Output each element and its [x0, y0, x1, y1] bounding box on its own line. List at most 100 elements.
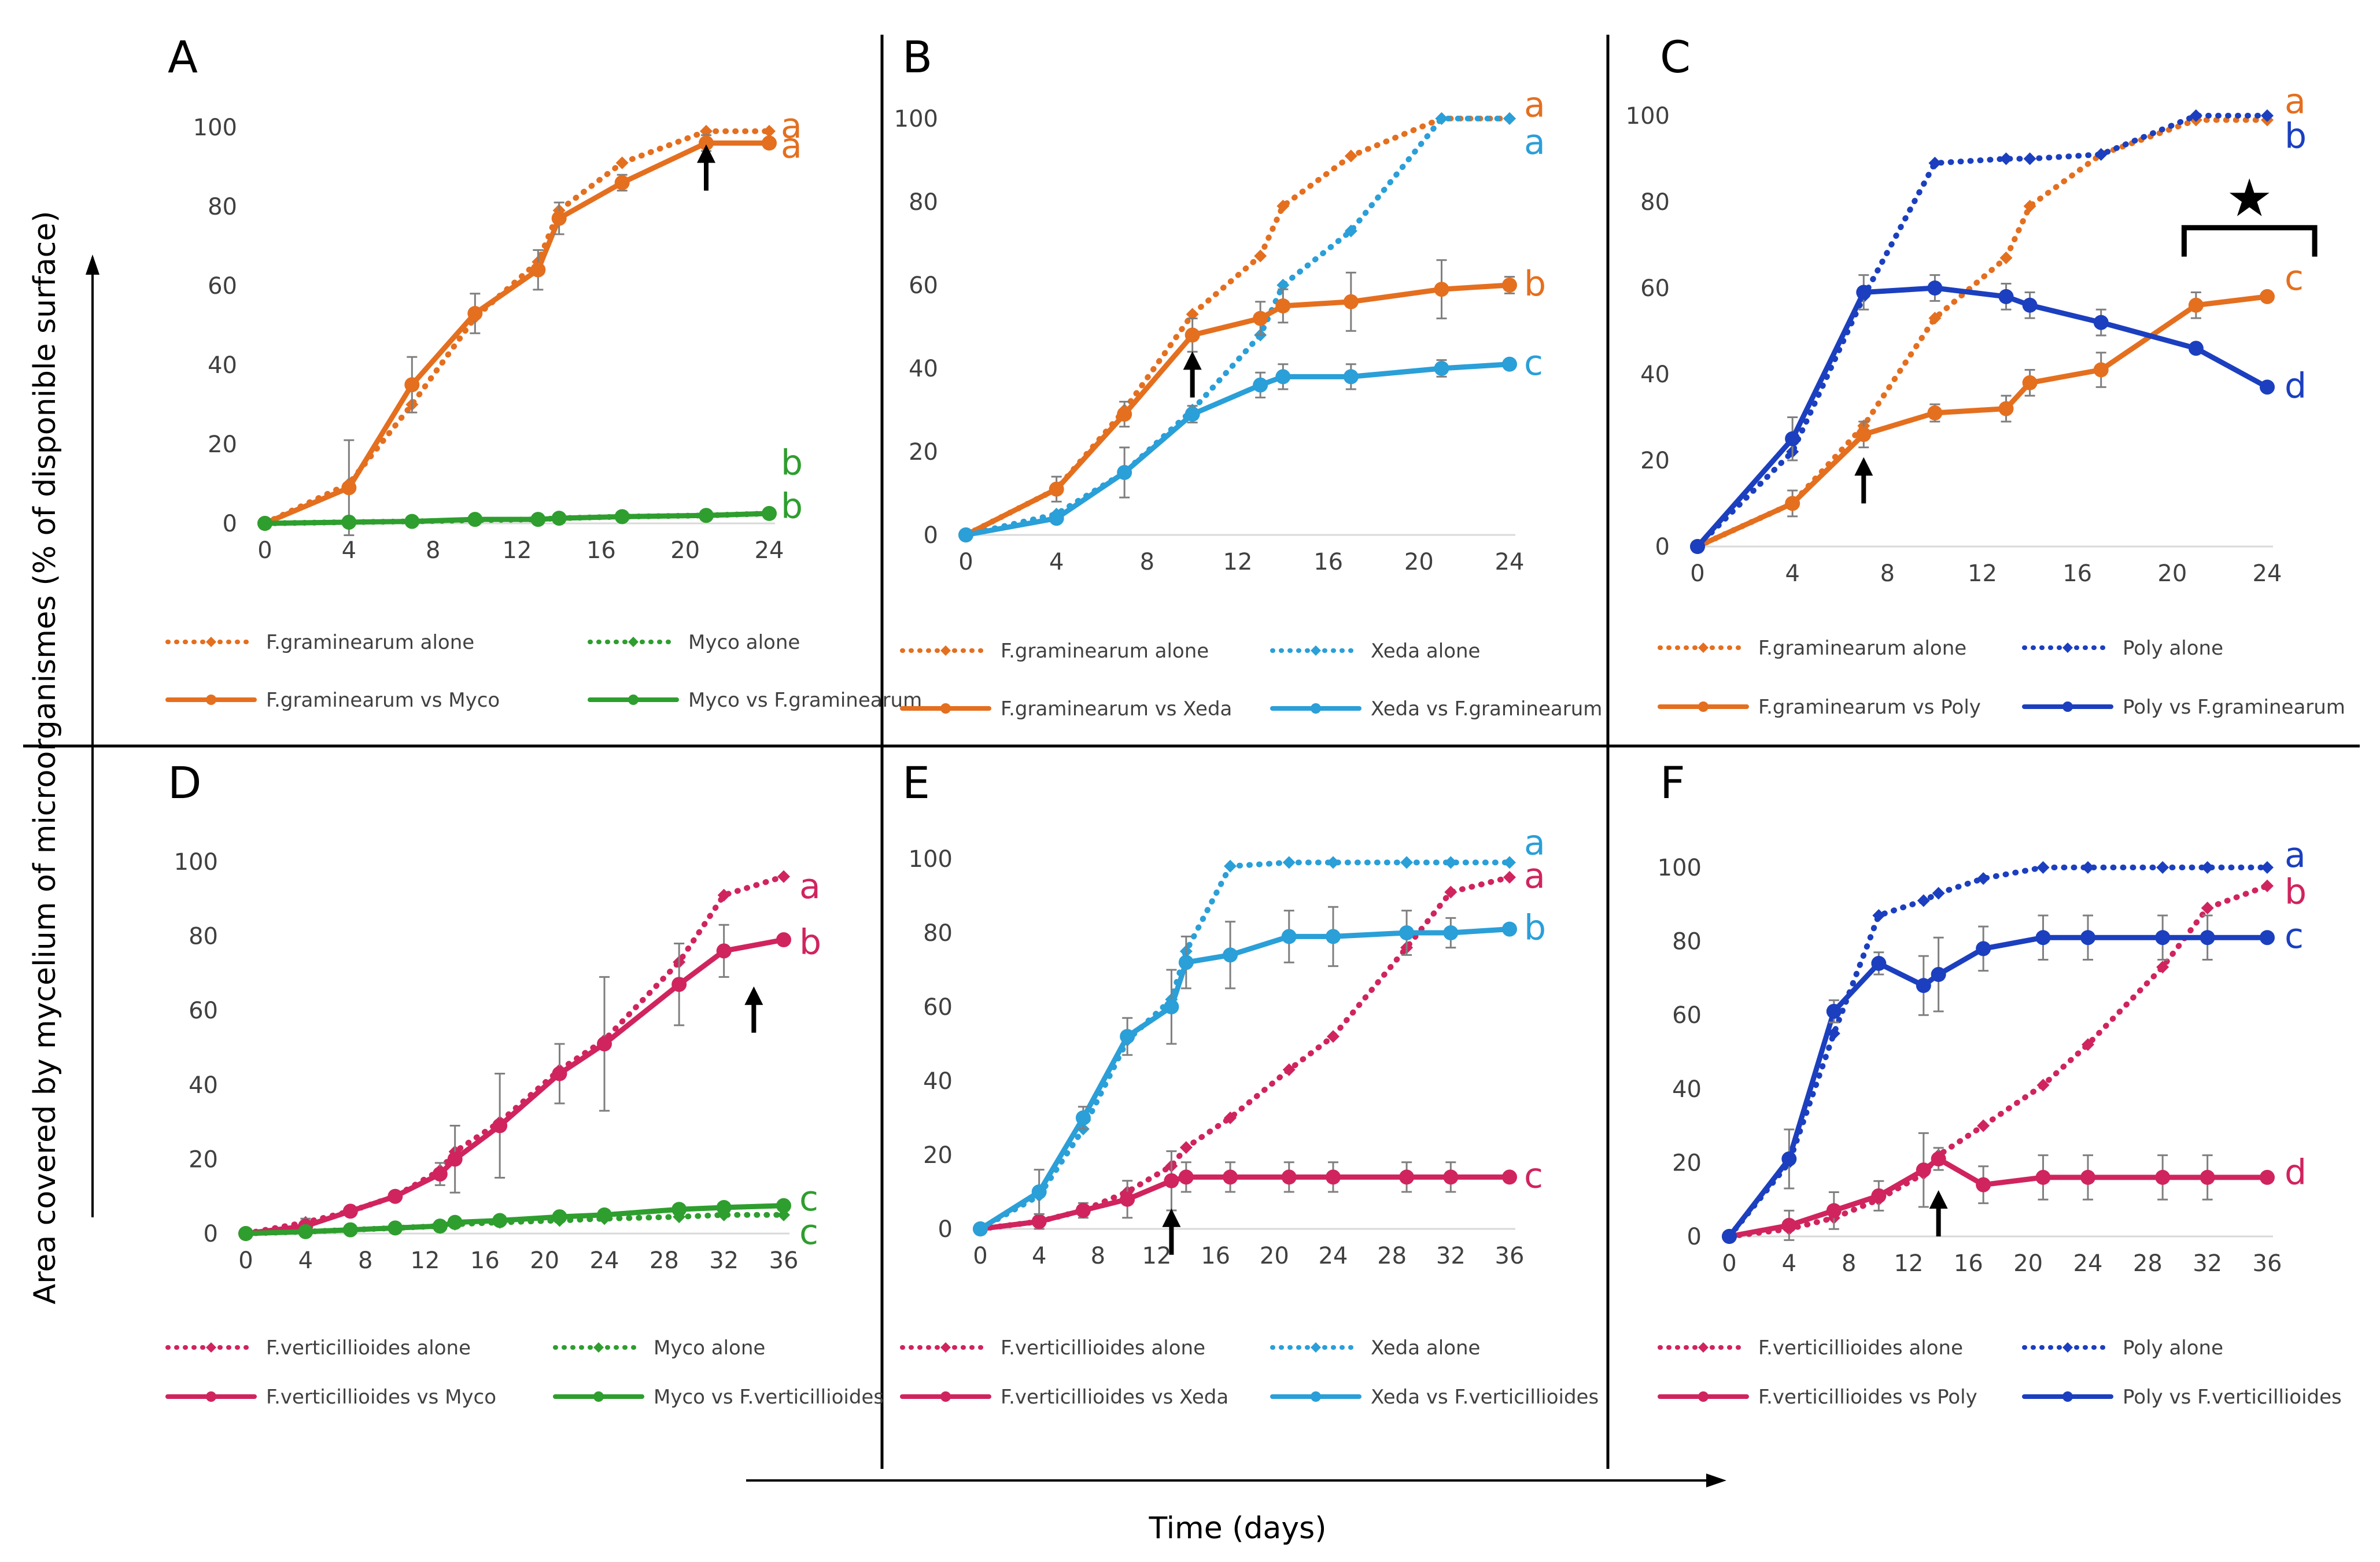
- legend-entry: Poly vs F.graminearum: [2022, 696, 2345, 719]
- x-tick-label: 8: [1880, 560, 1895, 587]
- data-point: [1224, 859, 1237, 873]
- legend-label: Xeda alone: [1371, 1336, 1480, 1360]
- x-tick-label: 16: [2062, 560, 2092, 587]
- legend-label: F.graminearum vs Xeda: [1001, 697, 1232, 721]
- legend-label: F.graminearum alone: [1001, 640, 1209, 663]
- data-point: [447, 1151, 463, 1167]
- data-point: [404, 514, 420, 529]
- y-tick-label: 60: [1640, 275, 1670, 302]
- x-tick-label: 0: [958, 549, 973, 575]
- data-point: [1998, 289, 2014, 304]
- legend-entry: F.verticillioides alone: [900, 1336, 1205, 1360]
- data-point: [342, 1222, 358, 1238]
- significance-letter: b: [781, 442, 803, 483]
- data-point: [432, 1166, 448, 1182]
- legend-marker: [2062, 701, 2073, 712]
- data-point: [1275, 369, 1291, 385]
- data-point: [1502, 921, 1517, 937]
- data-point: [1275, 298, 1291, 313]
- x-tick-label: 36: [1495, 1243, 1525, 1269]
- data-point: [1117, 465, 1132, 480]
- series-f-graminearum-alone: [1691, 113, 2274, 553]
- event-arrow-head: [1162, 1208, 1181, 1227]
- legend-label: Xeda vs F.verticillioides: [1371, 1386, 1599, 1409]
- x-tick-label: 16: [1313, 549, 1343, 575]
- significance-letter: a: [781, 125, 802, 166]
- series-line: [963, 116, 1512, 538]
- data-point: [1164, 999, 1179, 1014]
- data-point: [2082, 861, 2094, 874]
- data-point: [1400, 856, 1414, 869]
- data-point: [238, 1226, 253, 1241]
- data-point: [1120, 1191, 1135, 1207]
- x-tick-label: 0: [1690, 560, 1704, 587]
- x-tick-label: 36: [2253, 1250, 2282, 1277]
- data-point: [1502, 356, 1517, 372]
- significance-letter: c: [2285, 258, 2304, 298]
- legend-label: Myco vs F.graminearum: [688, 689, 922, 712]
- legend-marker: [593, 1342, 604, 1353]
- panel-letter: D: [168, 757, 202, 808]
- x-tick-label: 0: [238, 1247, 253, 1274]
- data-point: [1928, 312, 1942, 325]
- data-point: [973, 1221, 988, 1236]
- data-point: [1999, 251, 2013, 264]
- legend-marker: [940, 1391, 951, 1402]
- x-tick-label: 4: [1782, 1250, 1796, 1277]
- data-point: [530, 512, 546, 527]
- data-point: [1276, 279, 1290, 291]
- significance-letter: a: [2285, 835, 2306, 876]
- data-point: [2200, 930, 2215, 946]
- series-f-verticillioides-alone: [239, 870, 790, 1240]
- y-tick-label: 80: [909, 189, 938, 216]
- legend-marker: [593, 1391, 604, 1402]
- data-point: [1185, 407, 1200, 422]
- legend-label: F.verticillioides vs Poly: [1758, 1386, 1977, 1409]
- data-point: [552, 1066, 567, 1081]
- data-point: [615, 156, 629, 169]
- data-point: [776, 932, 791, 948]
- legend-entry: Poly vs F.verticillioides: [2022, 1386, 2342, 1409]
- series-xeda-alone: [960, 112, 1516, 541]
- x-tick-label: 12: [1142, 1243, 1172, 1269]
- x-tick-label: 8: [1842, 1250, 1856, 1277]
- series-myco-alone: [239, 1208, 790, 1240]
- series-line: [963, 282, 1512, 538]
- data-point: [341, 514, 357, 530]
- panel-f: F 0 20 40 60 80 100 0 4 8 12 16 20 24 28 32 36 abc d F.vert…: [1658, 757, 2342, 1409]
- data-point: [388, 1188, 403, 1204]
- data-point: [1503, 856, 1516, 869]
- x-tick-label: 0: [257, 537, 272, 564]
- y-tick-label: 0: [1655, 534, 1670, 560]
- y-tick-label: 20: [189, 1146, 218, 1173]
- data-point: [2036, 1079, 2050, 1092]
- y-tick-label: 100: [1658, 855, 1702, 881]
- event-arrow-head: [1183, 351, 1202, 370]
- data-point: [2189, 109, 2202, 122]
- data-point: [1224, 1112, 1237, 1124]
- legend-label: F.graminearum vs Myco: [266, 689, 500, 712]
- x-tick-label: 20: [530, 1247, 559, 1274]
- data-point: [1343, 294, 1359, 309]
- legend-entry: Xeda vs F.graminearum: [1270, 697, 1602, 721]
- legend-entry: Myco vs F.graminearum: [588, 689, 922, 712]
- data-point: [257, 516, 272, 531]
- data-point: [1343, 369, 1359, 385]
- y-tick-label: 60: [208, 273, 237, 300]
- data-point: [530, 262, 546, 278]
- data-point: [2200, 1169, 2215, 1185]
- legend-entry: Xeda alone: [1270, 640, 1480, 663]
- data-point: [2023, 152, 2036, 165]
- legend-marker: [1698, 1342, 1709, 1353]
- panel-letter: F: [1660, 757, 1685, 808]
- x-tick-label: 12: [1223, 549, 1253, 575]
- legend-entry: F.graminearum alone: [900, 640, 1209, 663]
- significance-letter: a: [799, 866, 821, 907]
- data-point: [1031, 1214, 1047, 1229]
- data-point: [1871, 955, 1887, 971]
- x-tick-label: 4: [298, 1247, 313, 1274]
- data-point: [1927, 280, 1943, 296]
- data-point: [1117, 407, 1132, 422]
- legend-entry: Poly alone: [2022, 637, 2223, 660]
